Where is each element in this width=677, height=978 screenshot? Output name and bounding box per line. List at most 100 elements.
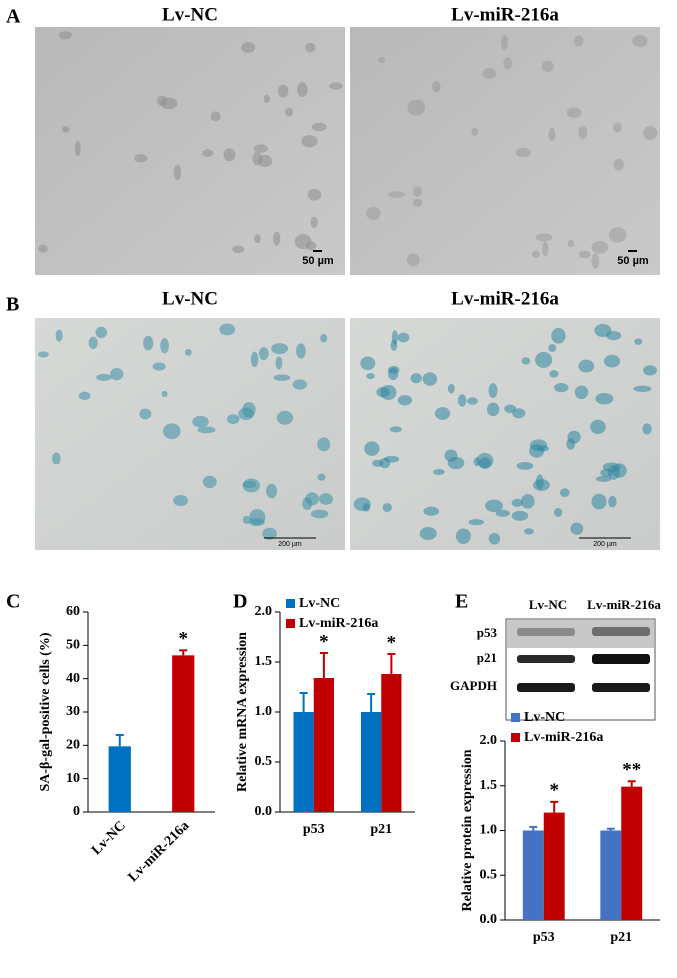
blot-band (517, 683, 575, 692)
cell (320, 333, 328, 343)
cell (294, 234, 312, 250)
cell (302, 497, 313, 510)
bar (313, 678, 334, 812)
significance: * (549, 780, 559, 801)
cell (390, 339, 398, 351)
micrographs (35, 27, 660, 550)
cell (310, 509, 329, 519)
cell (412, 186, 422, 197)
cell (570, 522, 584, 535)
legend-swatch (286, 619, 295, 628)
significance: ** (622, 760, 641, 781)
cell (642, 423, 652, 435)
cell (55, 329, 63, 342)
cell (432, 80, 441, 93)
cell (88, 336, 98, 350)
legend-swatch (511, 733, 520, 742)
cell (608, 495, 617, 508)
cell (173, 164, 182, 181)
legend-label: Lv-NC (524, 710, 565, 725)
y-tick-label: 30 (66, 704, 80, 719)
cell (521, 357, 531, 365)
image-a-right (350, 27, 660, 275)
cell (471, 127, 479, 136)
blot-band (517, 628, 575, 636)
cell (248, 518, 265, 527)
cell (410, 373, 422, 384)
cell (58, 31, 73, 40)
cell (78, 391, 91, 400)
cell (257, 154, 273, 168)
cell (482, 67, 497, 80)
cell (384, 455, 400, 463)
cell (152, 362, 166, 371)
y-tick-label: 40 (66, 671, 80, 686)
cell (366, 372, 375, 380)
cell (242, 480, 257, 488)
cell (468, 519, 485, 526)
bar (361, 712, 382, 812)
cell (38, 351, 49, 358)
cell (382, 502, 392, 513)
cell (531, 250, 541, 259)
cell (275, 356, 283, 370)
cell (134, 154, 148, 163)
x-tick-label: p53 (303, 822, 325, 837)
scale-label: 50 µm (302, 255, 334, 267)
cell (591, 240, 609, 254)
panel-label: D (233, 591, 247, 613)
cell (143, 335, 154, 351)
cell (511, 498, 523, 507)
cell (485, 499, 503, 513)
cell (210, 111, 221, 122)
cell (250, 351, 259, 368)
cell (488, 532, 501, 545)
cell (419, 526, 437, 541)
image-title: Lv-miR-216a (451, 288, 559, 309)
image-a-left (35, 27, 345, 275)
cell (366, 206, 381, 221)
cell (364, 441, 380, 456)
panel-label: E (455, 591, 468, 613)
cell (376, 386, 390, 398)
x-tick-label: Lv-miR-216a (126, 818, 193, 885)
cell (197, 426, 216, 434)
y-tick-label: 0.5 (480, 867, 498, 882)
cell (317, 473, 326, 481)
cell (595, 392, 614, 405)
legend-label: Lv-NC (299, 596, 340, 611)
cell (254, 234, 261, 244)
blot-band (592, 683, 650, 692)
bar (108, 746, 131, 812)
cell (263, 94, 270, 104)
cell (578, 125, 588, 139)
cell (232, 245, 245, 254)
scale-label: 200 µm (593, 541, 617, 548)
y-tick-label: 10 (66, 771, 80, 786)
cell (595, 475, 612, 482)
cell (163, 423, 181, 440)
cell (272, 231, 281, 246)
cell (51, 452, 61, 465)
cell (202, 149, 214, 158)
cell (486, 402, 500, 417)
image-b-left (35, 318, 345, 550)
cell (613, 158, 624, 171)
y-tick-label: 2.0 (480, 733, 498, 748)
image-title: Lv-NC (162, 4, 218, 25)
y-tick-label: 60 (66, 604, 80, 619)
x-tick-label: p53 (533, 930, 555, 945)
cell (632, 34, 648, 47)
cell (612, 122, 622, 133)
cell (551, 327, 566, 344)
cell (161, 390, 168, 397)
cell (500, 34, 509, 51)
cell (407, 99, 426, 116)
y-tick-label: 0 (73, 804, 80, 819)
bar (381, 674, 402, 812)
cell (548, 344, 557, 352)
y-tick-label: 2.0 (255, 604, 273, 619)
y-tick-label: 50 (66, 638, 80, 653)
y-tick-label: 0.0 (480, 912, 498, 927)
